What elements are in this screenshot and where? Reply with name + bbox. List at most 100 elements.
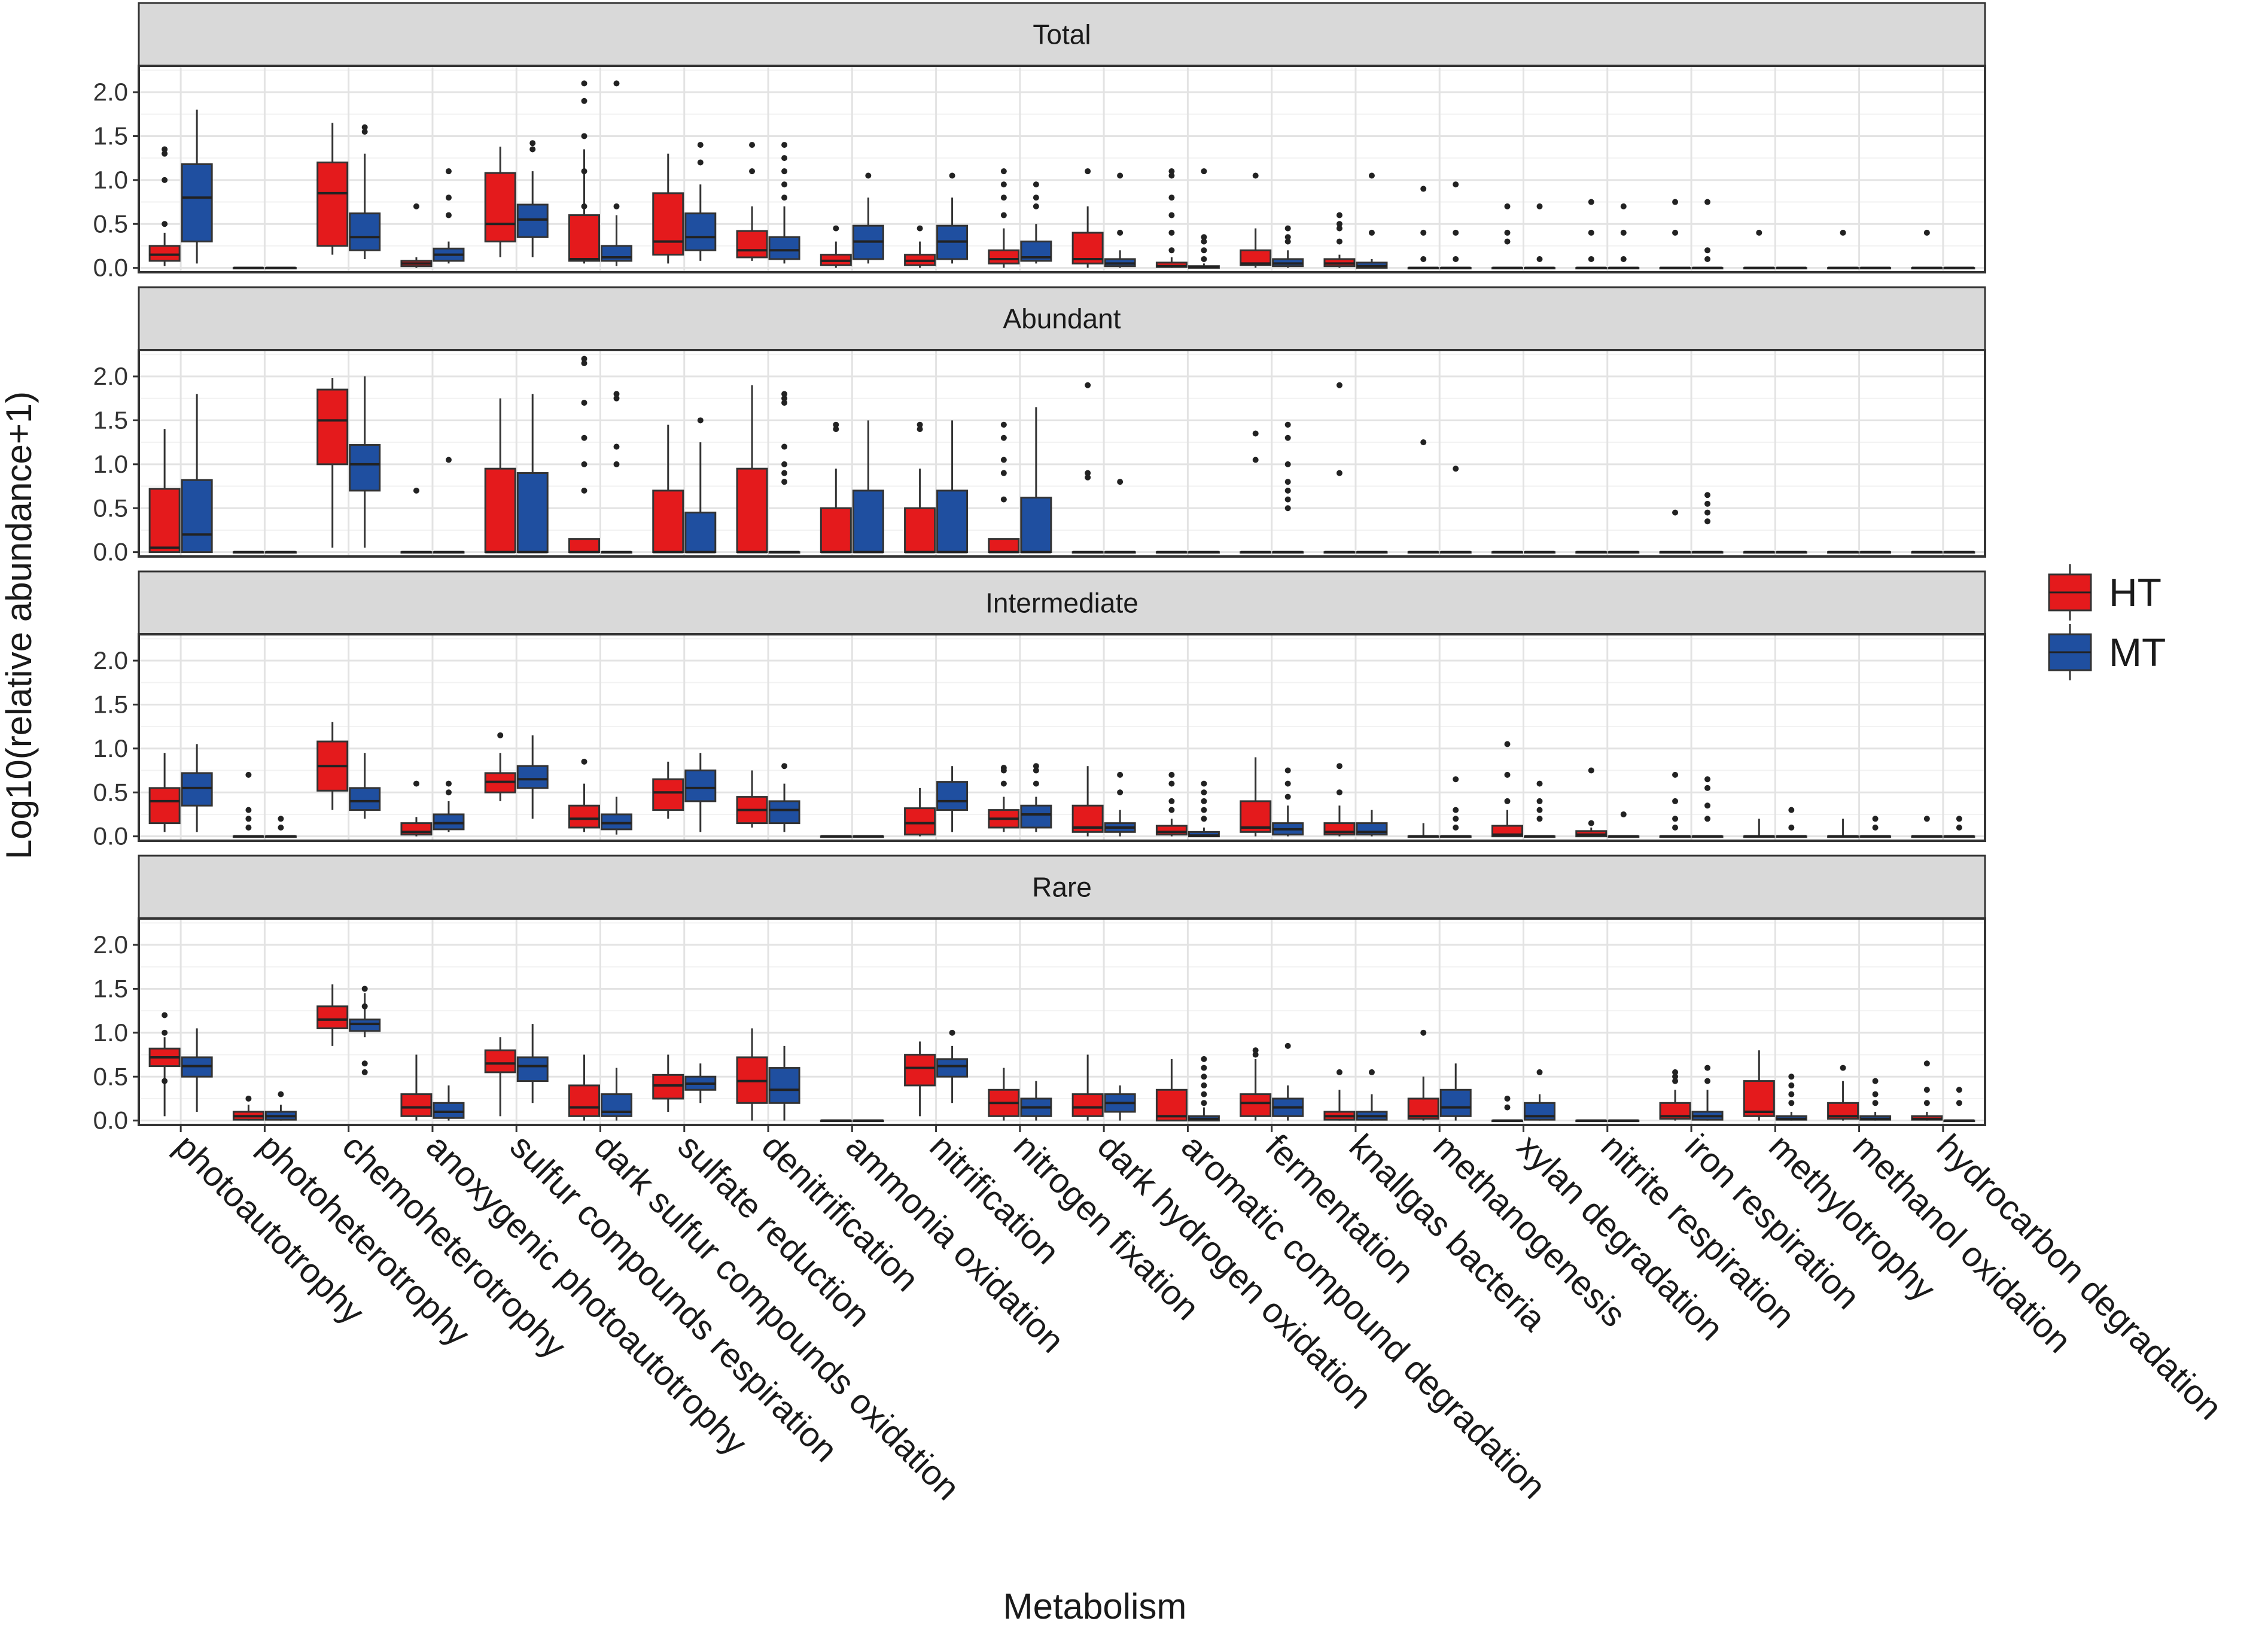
box-mt xyxy=(1775,1073,1807,1121)
box-ht xyxy=(484,398,516,554)
outlier-point xyxy=(1201,1073,1207,1080)
outlier-point xyxy=(613,443,620,450)
box-ht xyxy=(1323,382,1356,554)
box-ht xyxy=(1323,763,1356,837)
box-mt xyxy=(433,457,465,554)
box-body xyxy=(148,787,181,825)
box-ht xyxy=(1827,551,1859,554)
box-mt xyxy=(349,753,381,819)
box-body xyxy=(484,172,516,243)
box-body xyxy=(316,388,349,466)
box-body xyxy=(148,245,181,262)
box-ht xyxy=(484,732,516,801)
box-ht xyxy=(1743,229,1775,270)
box-body xyxy=(904,507,936,554)
outlier-point xyxy=(581,203,587,209)
outlier-point xyxy=(1872,1100,1879,1106)
box-ht xyxy=(1155,551,1188,554)
box-mt xyxy=(936,420,969,554)
y-tick-label: 2.0 xyxy=(93,362,128,390)
box-ht xyxy=(1071,168,1104,268)
box-mt xyxy=(264,816,297,838)
box-body xyxy=(1439,1088,1472,1117)
outlier-point xyxy=(581,461,587,467)
box-ht xyxy=(988,1068,1020,1121)
box-ht xyxy=(1491,741,1523,838)
box-mt xyxy=(1943,816,1975,838)
panel-title: Intermediate xyxy=(985,588,1138,619)
outlier-point xyxy=(1201,1082,1207,1088)
outlier-point xyxy=(1284,505,1291,512)
outlier-point xyxy=(1201,1065,1207,1071)
box-body xyxy=(852,489,884,554)
box-ht xyxy=(400,487,433,554)
outlier-point xyxy=(1201,168,1207,175)
box-ht xyxy=(148,753,181,832)
outlier-point xyxy=(1033,780,1039,787)
outlier-point xyxy=(1000,181,1007,188)
box-body xyxy=(516,765,549,789)
outlier-point xyxy=(1536,798,1543,804)
box-mt xyxy=(1020,1081,1052,1121)
plot-background xyxy=(139,350,1985,556)
outlier-point xyxy=(1420,1029,1427,1036)
outlier-point xyxy=(1672,824,1679,831)
outlier-point xyxy=(949,172,955,179)
box-ht xyxy=(1911,229,1943,270)
outlier-point xyxy=(613,391,620,397)
box-ht xyxy=(148,429,181,554)
box-body xyxy=(768,800,800,825)
outlier-point xyxy=(1368,1069,1375,1075)
outlier-point xyxy=(1168,780,1175,787)
box-mt xyxy=(768,1045,800,1121)
box-ht xyxy=(1575,199,1608,270)
box-mt xyxy=(1439,776,1472,838)
outlier-point xyxy=(1788,807,1795,813)
box-mt xyxy=(264,266,297,270)
box-mt xyxy=(684,753,717,832)
box-mt xyxy=(516,1024,549,1103)
outlier-point xyxy=(278,816,284,822)
box-ht xyxy=(316,123,349,255)
box-ht xyxy=(904,225,936,268)
y-tick-label: 1.0 xyxy=(93,450,128,478)
box-body xyxy=(349,787,381,811)
box-mt xyxy=(601,80,632,266)
box-mt xyxy=(181,744,213,832)
outlier-point xyxy=(1504,203,1511,209)
y-tick-label: 0.0 xyxy=(93,1106,128,1135)
box-mt xyxy=(516,735,549,819)
outlier-point xyxy=(361,1060,368,1067)
box-ht xyxy=(652,1054,684,1112)
box-ht xyxy=(568,355,600,554)
outlier-point xyxy=(245,771,252,778)
box-mt xyxy=(1104,479,1136,554)
outlier-point xyxy=(1453,256,1459,262)
box-mt xyxy=(936,766,969,832)
outlier-point xyxy=(1420,256,1427,262)
box-body xyxy=(484,467,516,554)
outlier-point xyxy=(1588,199,1594,205)
outlier-point xyxy=(1000,168,1007,175)
box-ht xyxy=(400,1054,433,1121)
box-body xyxy=(768,236,800,260)
outlier-point xyxy=(781,194,788,201)
box-body xyxy=(568,804,600,829)
box-mt xyxy=(1859,551,1892,554)
y-tick-label: 0.5 xyxy=(93,494,128,522)
box-mt xyxy=(1943,1087,1975,1123)
y-tick-label: 1.5 xyxy=(93,974,128,1002)
outlier-point xyxy=(1336,470,1342,476)
outlier-point xyxy=(1168,172,1175,179)
outlier-point xyxy=(162,150,168,157)
box-mt xyxy=(264,1091,297,1121)
outlier-point xyxy=(413,780,419,787)
box-body xyxy=(904,1054,936,1087)
outlier-point xyxy=(781,395,788,402)
outlier-point xyxy=(697,417,704,424)
outlier-point xyxy=(1284,487,1291,494)
outlier-point xyxy=(1336,238,1342,245)
box-mt xyxy=(936,1029,969,1103)
outlier-point xyxy=(1872,824,1879,831)
box-mt xyxy=(1188,168,1220,269)
